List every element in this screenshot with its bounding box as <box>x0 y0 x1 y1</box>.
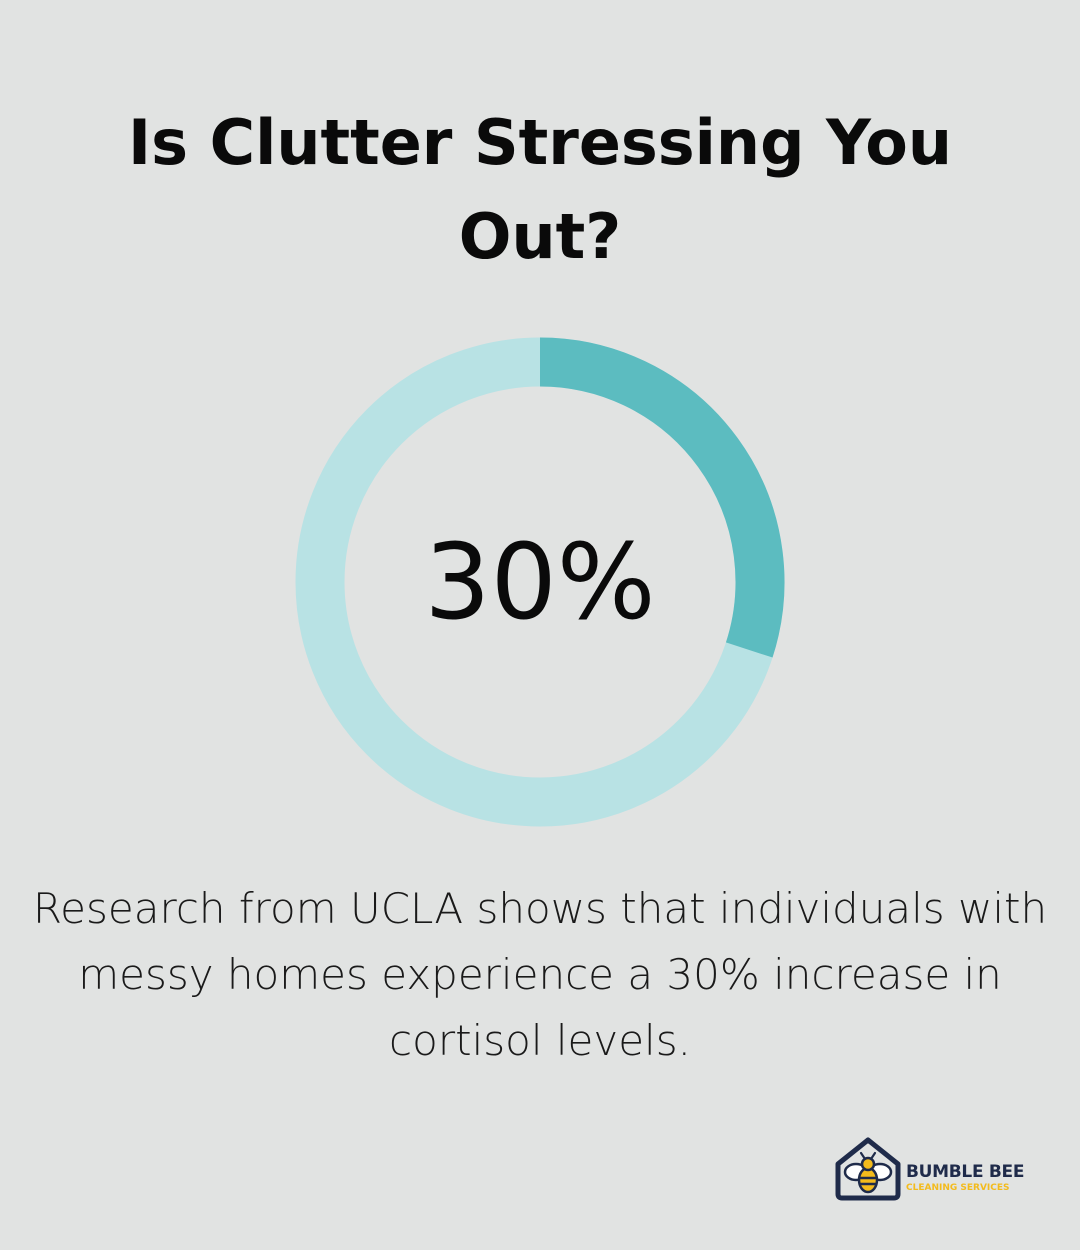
bee-house-icon <box>835 1137 901 1201</box>
logo-subtitle: CLEANING SERVICES <box>906 1183 1010 1193</box>
brand-logo: BUMBLE BEE CLEANING SERVICES <box>832 1134 1052 1204</box>
page-title: Is Clutter Stressing You Out? <box>128 106 952 273</box>
description-text: Research from UCLA shows that individual… <box>32 884 1048 1065</box>
percentage-value: 30% <box>424 521 656 643</box>
donut-chart <box>295 337 785 827</box>
logo-name: BUMBLE BEE <box>906 1162 1025 1182</box>
donut-highlight-arc <box>539 337 785 658</box>
